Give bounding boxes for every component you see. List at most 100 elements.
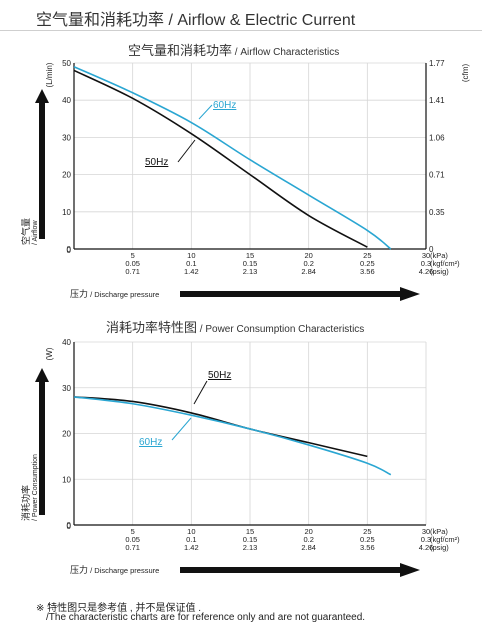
x-tick-label-kpa: 20 bbox=[304, 251, 312, 260]
airflow-chart: 空气量和消耗功率 / Airflow Characteristics 0 10 20 3… bbox=[20, 43, 470, 301]
y-axis-unit: (W) bbox=[45, 347, 54, 360]
x-tick-label-psig: 3.56 bbox=[360, 267, 375, 276]
series-leader-50hz bbox=[193, 380, 208, 405]
x-unit-label: (kgf/cm²) bbox=[430, 259, 460, 268]
x-unit-label: (kgf/cm²) bbox=[430, 535, 460, 544]
x-tick-label-psig: 1.42 bbox=[184, 267, 199, 276]
series-label-50hz: 50Hz bbox=[145, 157, 168, 168]
y-tick-label: 50 bbox=[62, 59, 71, 68]
y-axis-title-en: / Power Consumption bbox=[32, 454, 39, 521]
x-tick-label-kpa: 30 bbox=[422, 251, 430, 260]
y-tick-label: 40 bbox=[62, 338, 71, 347]
x-axis-title: 压力 / Discharge pressure bbox=[70, 564, 159, 575]
y-tick-label: 10 bbox=[62, 475, 71, 484]
y-tick-label: 0 bbox=[67, 245, 72, 254]
x-tick-label-psig: 2.13 bbox=[243, 267, 258, 276]
chart-subtitle: / Power Consumption Characteristics bbox=[197, 324, 364, 335]
x-tick-label-kgf: 0.15 bbox=[243, 259, 258, 268]
reference-note-cn: ※ 特性图只是参考值 , 并不是保证值 . bbox=[36, 603, 202, 614]
y-tick-label: 10 bbox=[62, 208, 71, 217]
series-line-50hz bbox=[73, 69, 368, 248]
series-leader-60hz bbox=[198, 104, 213, 120]
x-unit-label: (kPa) bbox=[430, 251, 448, 260]
x-tick-label-psig: 1.42 bbox=[184, 543, 199, 552]
power-chart: 消耗功率特性图 / Power Consumption Characterist… bbox=[20, 320, 460, 577]
x-tick-label-psig: 4.26 bbox=[419, 543, 434, 552]
x-tick-label-zero: 0 bbox=[67, 246, 72, 255]
x-tick-label-kgf: 0.3 bbox=[421, 535, 431, 544]
x-tick-label-psig: 2.84 bbox=[301, 267, 316, 276]
y-tick-label-right: 1.77 bbox=[429, 59, 445, 68]
series-label-60hz: 60Hz bbox=[213, 100, 236, 111]
x-tick-label-psig: 0.71 bbox=[125, 543, 140, 552]
x-tick-label-kpa: 25 bbox=[363, 251, 371, 260]
reference-note-en: /The characteristic charts are for refer… bbox=[46, 612, 366, 623]
x-tick-label-psig: 2.13 bbox=[243, 543, 258, 552]
y-axis-title-cn: 空气量 bbox=[20, 218, 31, 245]
x-tick-label-psig: 4.26 bbox=[419, 267, 434, 276]
page-header: 空气量和消耗功率 / Airflow & Electric Current bbox=[0, 0, 482, 31]
x-tick-label-kgf: 0.1 bbox=[186, 259, 196, 268]
series-leader-50hz bbox=[177, 139, 196, 163]
x-axis-title: 压力 / Discharge pressure bbox=[70, 288, 159, 299]
series-line-60hz bbox=[73, 65, 392, 250]
x-tick-label-kgf: 0.05 bbox=[125, 535, 140, 544]
y-tick-label-right: 1.06 bbox=[429, 133, 445, 142]
chart-title: 消耗功率特性图 / Power Consumption Characterist… bbox=[106, 320, 364, 335]
y-tick-label: 40 bbox=[62, 96, 71, 105]
x-tick-label-kgf: 0.05 bbox=[125, 259, 140, 268]
x-tick-label-kpa: 10 bbox=[187, 251, 195, 260]
y-tick-label: 20 bbox=[62, 430, 71, 439]
x-tick-label-kpa: 30 bbox=[422, 527, 430, 536]
x-axis-title-en: / Discharge pressure bbox=[88, 566, 159, 575]
y-axis-title-cn: 消耗功率 bbox=[20, 485, 31, 521]
x-tick-label-kpa: 15 bbox=[246, 251, 254, 260]
x-tick-label-kgf: 0.1 bbox=[186, 535, 196, 544]
x-tick-label-kgf: 0.25 bbox=[360, 535, 375, 544]
y-tick-label-right: 1.41 bbox=[429, 96, 445, 105]
y-tick-label: 0 bbox=[67, 521, 72, 530]
y-tick-label-right: 0.71 bbox=[429, 171, 445, 180]
y-tick-label: 30 bbox=[62, 384, 71, 393]
x-axis-title-cn: 压力 bbox=[70, 564, 88, 575]
x-unit-label: (psig) bbox=[430, 267, 449, 276]
series-line-60hz bbox=[73, 396, 392, 476]
x-tick-label-kgf: 0.2 bbox=[303, 535, 313, 544]
y-tick-label-right: 0.35 bbox=[429, 208, 445, 217]
x-tick-label-kgf: 0.15 bbox=[243, 535, 258, 544]
y-axis-title-en: / Airflow bbox=[32, 220, 39, 245]
y-axis-unit: (L/min) bbox=[45, 62, 54, 87]
x-axis-title-en: / Discharge pressure bbox=[88, 290, 159, 299]
x-tick-label-kpa: 20 bbox=[304, 527, 312, 536]
y-tick-label: 30 bbox=[62, 133, 71, 142]
y-axis-unit-right: (cfm) bbox=[461, 64, 470, 83]
y-axis-arrow bbox=[35, 89, 49, 239]
x-axis-arrow bbox=[180, 563, 420, 577]
series-line-50hz bbox=[73, 396, 368, 458]
page-title: 空气量和消耗功率 / Airflow & Electric Current bbox=[36, 12, 356, 29]
x-tick-label-psig: 3.56 bbox=[360, 543, 375, 552]
x-unit-label: (kPa) bbox=[430, 527, 448, 536]
chart-subtitle: / Airflow Characteristics bbox=[232, 47, 339, 58]
x-tick-label-psig: 0.71 bbox=[125, 267, 140, 276]
series-label-50hz: 50Hz bbox=[208, 370, 231, 381]
x-axis-arrow bbox=[180, 287, 420, 301]
x-unit-label: (psig) bbox=[430, 543, 449, 552]
x-tick-label-kpa: 25 bbox=[363, 527, 371, 536]
x-tick-label-zero: 0 bbox=[67, 522, 72, 531]
x-tick-label-kgf: 0.25 bbox=[360, 259, 375, 268]
x-tick-label-kpa: 5 bbox=[131, 527, 135, 536]
x-axis-title-cn: 压力 bbox=[70, 288, 88, 299]
chart-title-cn: 消耗功率特性图 bbox=[106, 320, 197, 335]
x-tick-label-kpa: 15 bbox=[246, 527, 254, 536]
chart-title: 空气量和消耗功率 / Airflow Characteristics bbox=[128, 43, 339, 58]
chart-title-cn: 空气量和消耗功率 bbox=[128, 43, 232, 58]
x-tick-label-kgf: 0.2 bbox=[303, 259, 313, 268]
x-tick-label-psig: 2.84 bbox=[301, 543, 316, 552]
x-tick-label-kpa: 5 bbox=[131, 251, 135, 260]
series-label-60hz: 60Hz bbox=[139, 437, 162, 448]
series-leader-60hz bbox=[171, 417, 192, 441]
y-tick-label-right: 0 bbox=[429, 245, 434, 254]
y-tick-label: 20 bbox=[62, 171, 71, 180]
x-tick-label-kpa: 10 bbox=[187, 527, 195, 536]
